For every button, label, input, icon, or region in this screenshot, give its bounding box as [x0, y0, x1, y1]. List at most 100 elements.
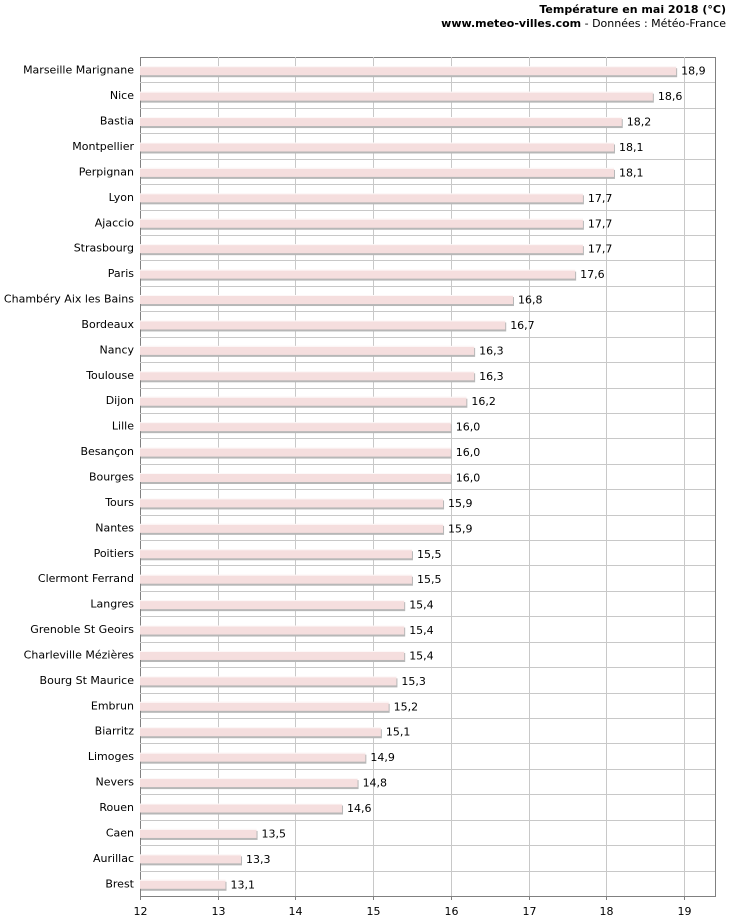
value-label: 18,2 [627, 116, 652, 129]
value-label: 15,9 [448, 497, 473, 510]
category-label: Clermont Ferrand [38, 572, 134, 585]
bar-highlight [140, 422, 451, 424]
category-label: Caen [106, 826, 134, 839]
bar [140, 752, 366, 762]
value-label: 16,3 [479, 370, 504, 383]
category-label: Dijon [106, 394, 134, 407]
value-label: 15,4 [409, 624, 434, 637]
bar [140, 193, 583, 203]
bar [140, 498, 444, 508]
x-tick-label: 13 [212, 905, 226, 918]
category-label: Marseille Marignane [23, 64, 134, 77]
category-label: Bourges [89, 471, 134, 484]
category-label: Lyon [109, 191, 134, 204]
value-label: 17,6 [580, 268, 605, 281]
value-label: 15,5 [417, 548, 442, 561]
value-label: 16,7 [510, 319, 535, 332]
bar-highlight [140, 66, 677, 68]
category-labels: Marseille Marignane Nice Bastia Montpellier… [4, 64, 135, 891]
category-label: Bastia [100, 115, 134, 128]
bar-highlight [140, 701, 389, 703]
bar-highlight [140, 295, 513, 297]
bar [140, 167, 614, 177]
bar-highlight [140, 117, 622, 119]
bar [140, 66, 677, 76]
category-label: Perpignan [79, 165, 134, 178]
value-label: 14,6 [347, 802, 372, 815]
bar [140, 854, 242, 864]
bar-highlight [140, 447, 451, 449]
category-label: Bordeaux [81, 318, 134, 331]
category-label: Nancy [100, 343, 135, 356]
bar [140, 142, 614, 152]
value-label: 14,9 [370, 751, 395, 764]
value-label: 15,1 [386, 726, 411, 739]
bar-highlight [140, 269, 576, 271]
category-label: Brest [105, 877, 134, 890]
bar-highlight [140, 473, 451, 474]
value-label: 18,6 [658, 90, 683, 103]
bar [140, 117, 622, 127]
bar [140, 600, 405, 610]
bar-highlight [140, 549, 412, 551]
value-label: 15,2 [394, 700, 419, 713]
value-label: 15,4 [409, 649, 434, 662]
category-label: Ajaccio [95, 216, 134, 229]
value-label: 16,0 [456, 421, 481, 434]
bar [140, 701, 389, 711]
bar-highlight [140, 828, 257, 830]
bar [140, 727, 381, 737]
bar [140, 422, 451, 432]
value-label: 15,5 [417, 573, 442, 586]
bars [140, 66, 678, 891]
value-label: 16,2 [471, 395, 496, 408]
value-label: 16,3 [479, 344, 504, 357]
bar [140, 828, 257, 838]
bar-highlight [140, 676, 397, 678]
bar [140, 650, 405, 660]
value-label: 13,1 [230, 878, 255, 891]
value-label: 16,0 [456, 472, 481, 485]
source-site-link[interactable]: www.meteo-villes.com [441, 17, 581, 30]
category-label: Besançon [80, 445, 134, 458]
bar [140, 320, 506, 330]
category-label: Montpellier [72, 140, 134, 153]
x-tick-label: 12 [134, 905, 148, 918]
category-label: Grenoble St Geoirs [30, 623, 134, 636]
value-label: 14,8 [363, 777, 388, 790]
category-label: Strasbourg [74, 242, 134, 255]
category-label: Nice [110, 89, 134, 102]
value-label: 15,9 [448, 522, 473, 535]
bar [140, 345, 475, 355]
bar [140, 803, 343, 813]
bar [140, 549, 412, 559]
value-label: 18,9 [681, 65, 706, 78]
bar [140, 879, 226, 889]
bar [140, 447, 451, 457]
bar-highlight [140, 727, 381, 729]
bar [140, 371, 475, 381]
value-label: 17,7 [588, 243, 613, 256]
value-label: 17,7 [588, 217, 613, 230]
bar [140, 295, 513, 305]
category-label: Limoges [88, 750, 134, 763]
category-label: Tours [104, 496, 134, 509]
bar-highlight [140, 167, 614, 169]
value-label: 13,5 [262, 827, 287, 840]
category-label: Paris [108, 267, 134, 280]
bar-highlight [140, 142, 614, 144]
category-label: Biarritz [95, 725, 135, 738]
bar [140, 396, 467, 406]
bar-highlight [140, 803, 343, 805]
bar-highlight [140, 625, 405, 627]
x-tick-label: 14 [289, 905, 303, 918]
category-label: Rouen [99, 801, 134, 814]
bar [140, 523, 444, 533]
bar-highlight [140, 778, 358, 780]
chart-source: www.meteo-villes.com - Données : Météo-F… [441, 17, 726, 30]
category-label: Embrun [91, 699, 134, 712]
category-label: Charleville Mézières [24, 648, 135, 661]
row-separators [140, 82, 715, 872]
bar [140, 91, 653, 101]
x-tick-label: 19 [678, 905, 692, 918]
